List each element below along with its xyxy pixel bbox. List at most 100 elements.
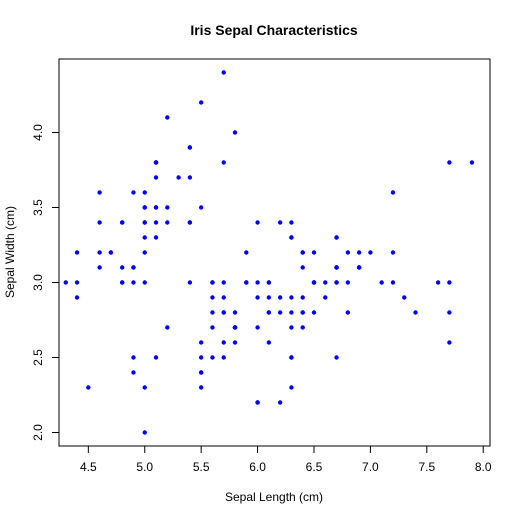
data-point <box>210 355 215 360</box>
data-point <box>187 145 193 150</box>
data-point <box>221 160 226 165</box>
data-point <box>277 400 283 405</box>
data-point <box>447 280 452 285</box>
data-point <box>334 280 339 285</box>
data-point <box>221 355 226 360</box>
data-point <box>176 175 181 180</box>
data-point <box>289 325 294 330</box>
data-point <box>447 340 452 345</box>
data-point <box>131 370 136 375</box>
data-point <box>334 265 339 270</box>
data-point <box>255 280 260 285</box>
data-point <box>221 295 226 300</box>
data-point <box>142 280 147 285</box>
data-point <box>255 220 260 225</box>
y-tick-label: 3.0 <box>31 274 45 291</box>
data-point <box>289 220 294 225</box>
data-point <box>97 220 102 225</box>
data-point <box>131 265 136 270</box>
data-point <box>210 325 215 330</box>
data-point <box>323 295 328 300</box>
data-point <box>97 250 102 255</box>
data-point <box>435 280 441 285</box>
data-point <box>153 355 159 360</box>
data-point <box>255 295 260 300</box>
data-point <box>210 295 215 300</box>
data-point <box>153 160 159 165</box>
data-point <box>255 400 260 405</box>
data-point <box>131 190 136 195</box>
data-point <box>165 325 170 330</box>
data-point <box>266 340 272 345</box>
data-point <box>413 310 418 315</box>
y-tick-label: 2.5 <box>31 349 45 366</box>
data-point <box>165 115 170 120</box>
data-point <box>97 190 102 195</box>
data-point <box>334 355 339 360</box>
data-point <box>289 310 294 315</box>
y-tick-label: 4.0 <box>31 124 45 141</box>
data-point <box>142 430 147 435</box>
data-point <box>334 235 339 240</box>
data-point <box>131 280 136 285</box>
data-point <box>232 325 238 330</box>
data-point <box>74 250 80 255</box>
y-tick-label: 3.5 <box>31 199 45 216</box>
data-point <box>402 295 407 300</box>
data-point <box>447 160 452 165</box>
data-point <box>221 340 226 345</box>
data-point <box>153 175 159 180</box>
x-tick-label: 8.0 <box>475 460 492 474</box>
data-point <box>390 280 396 285</box>
data-point <box>266 295 272 300</box>
data-point <box>198 205 204 210</box>
data-point <box>289 385 294 390</box>
data-point <box>368 250 373 255</box>
y-axis: 2.0 2.5 3.0 3.5 4.0 <box>31 124 60 441</box>
chart-title: Iris Sepal Characteristics <box>190 22 358 38</box>
data-point <box>300 325 305 330</box>
data-point <box>210 280 215 285</box>
data-point <box>142 385 147 390</box>
data-point <box>165 205 170 210</box>
data-point <box>300 250 305 255</box>
data-point <box>300 295 305 300</box>
data-point <box>142 205 147 210</box>
data-point <box>119 280 125 285</box>
data-point <box>345 250 351 255</box>
data-point <box>289 295 294 300</box>
data-point <box>232 340 238 345</box>
data-point <box>153 220 159 225</box>
data-point <box>142 190 147 195</box>
data-point <box>165 220 170 225</box>
x-tick-label: 5.5 <box>193 460 210 474</box>
data-point <box>266 310 272 315</box>
data-point <box>232 130 238 135</box>
data-point <box>345 310 351 315</box>
data-point <box>289 355 294 360</box>
data-point <box>277 310 283 315</box>
data-point <box>210 310 215 315</box>
x-axis-title: Sepal Length (cm) <box>225 490 323 504</box>
data-point <box>187 220 193 225</box>
data-point <box>74 295 80 300</box>
data-point <box>255 325 260 330</box>
data-point <box>356 265 362 270</box>
data-point <box>74 280 80 285</box>
data-point <box>198 340 204 345</box>
data-points <box>63 70 475 435</box>
data-point <box>198 355 204 360</box>
data-point <box>266 280 272 285</box>
data-point <box>390 190 396 195</box>
x-tick-label: 5.0 <box>136 460 153 474</box>
data-point <box>244 250 249 255</box>
data-point <box>469 160 475 165</box>
data-point <box>119 220 125 225</box>
data-point <box>221 280 226 285</box>
data-point <box>153 205 159 210</box>
data-point <box>153 235 159 240</box>
data-point <box>142 235 147 240</box>
data-point <box>311 280 317 285</box>
x-tick-label: 6.0 <box>249 460 266 474</box>
